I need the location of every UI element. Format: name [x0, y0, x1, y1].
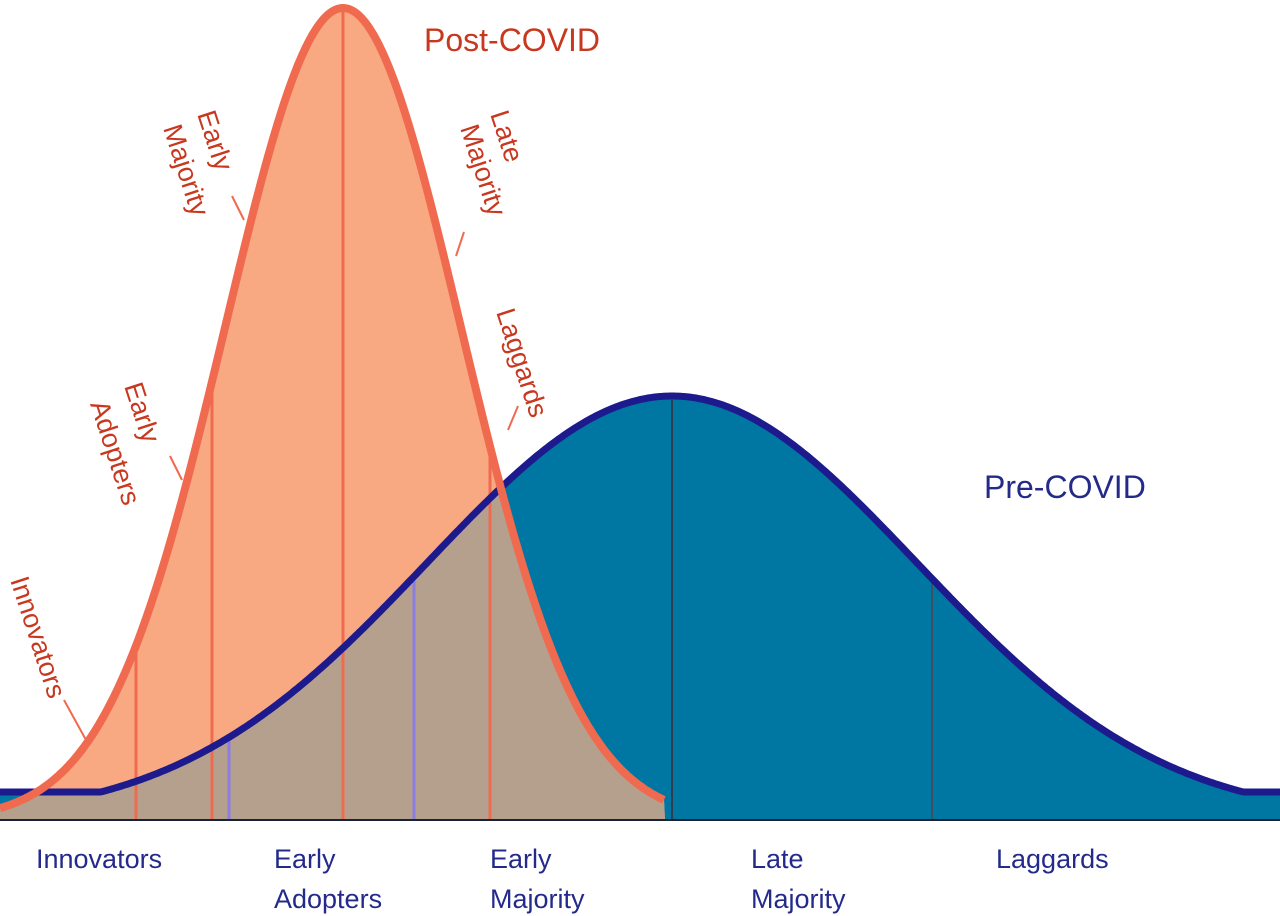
pre-label-early-majority-line1: Early	[490, 844, 552, 874]
post-leader-line-1	[63, 699, 87, 741]
post-covid-leader-lines	[63, 195, 519, 741]
post-covid-curve	[0, 4, 666, 812]
pre-label-late-majority-line1: Late	[751, 844, 804, 874]
pre-label-early-adopters-line2: Adopters	[274, 884, 382, 914]
post-leader-line-2	[169, 455, 183, 481]
post-leader-line-5	[507, 405, 519, 431]
pre-covid-curve	[0, 392, 1280, 796]
post-leader-line-3	[231, 195, 245, 221]
post-label-laggards: Laggards	[490, 305, 553, 421]
pre-covid-title: Pre-COVID	[984, 469, 1146, 505]
pre-label-early-adopters-line1: Early	[274, 844, 336, 874]
pre-label-late-majority-line2: Majority	[751, 884, 846, 914]
post-label-innovators: Innovators	[4, 573, 71, 702]
pre-covid-segment-labels: Innovators Early Adopters Early Majority…	[36, 844, 1109, 914]
post-covid-title: Post-COVID	[424, 22, 600, 58]
pre-covid-dividers	[227, 400, 933, 820]
pre-label-innovators: Innovators	[36, 844, 162, 874]
pre-label-early-majority-line2: Majority	[490, 884, 585, 914]
pre-label-laggards: Laggards	[996, 844, 1109, 874]
post-leader-line-4	[455, 231, 465, 257]
post-covid-area-group	[0, 8, 665, 820]
